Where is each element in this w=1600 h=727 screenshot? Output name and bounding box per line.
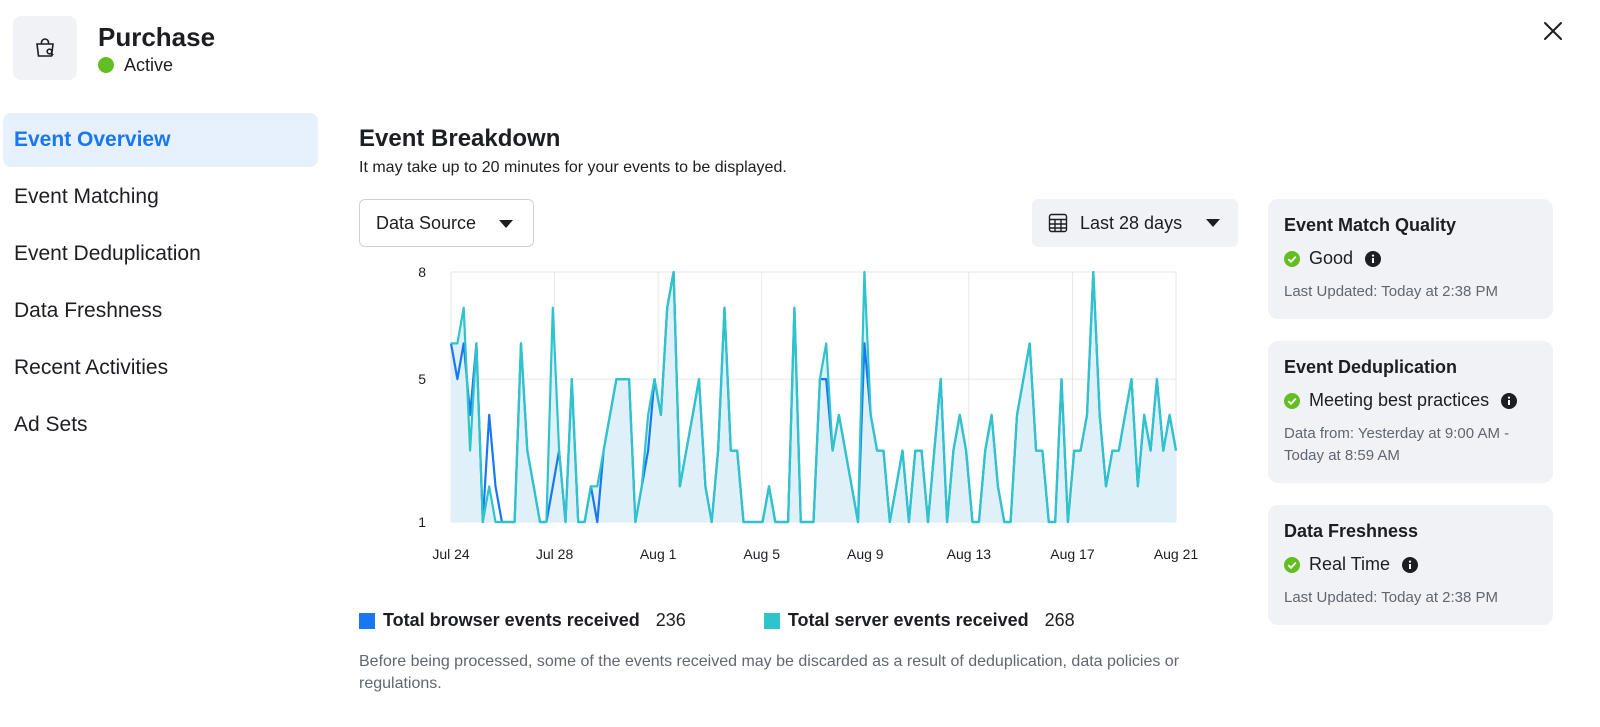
- legend-item-browser[interactable]: Total browser events received 236: [359, 610, 686, 631]
- check-circle-icon: [1284, 250, 1300, 267]
- x-tick-label: Jul 28: [536, 546, 574, 562]
- legend-label-server: Total server events received: [787, 610, 1029, 630]
- x-tick-label: Aug 21: [1154, 546, 1199, 562]
- date-range-dropdown[interactable]: Last 28 days: [1032, 199, 1238, 247]
- calendar-icon: [1048, 213, 1068, 233]
- status-dot: [98, 57, 114, 73]
- card-meta: Last Updated: Today at 2:38 PM: [1284, 589, 1499, 606]
- event-breakdown-chart: Jul 24 Jul 28 Aug 1 Aug 5 Aug 9 Aug 13 Aug 17 A…: [418, 265, 1199, 562]
- legend-value-server: 268: [1044, 610, 1075, 630]
- legend-swatch-server: [763, 612, 780, 629]
- event-breakdown-panel: Event Breakdown It may take up to 20 min…: [359, 125, 1239, 692]
- x-tick-label: Aug 5: [743, 546, 780, 562]
- sidebar-item-event-deduplication[interactable]: Event Deduplication: [14, 242, 201, 265]
- legend-item-server[interactable]: Total server events received 268: [763, 610, 1075, 631]
- close-button[interactable]: [1540, 18, 1566, 44]
- x-tick-label: Jul 24: [432, 546, 470, 562]
- card-title: Event Deduplication: [1284, 357, 1458, 377]
- y-tick-label: 8: [418, 265, 426, 280]
- sidebar-item-event-matching[interactable]: Event Matching: [14, 185, 159, 208]
- x-tick-label: Aug 1: [640, 546, 677, 562]
- x-tick-label: Aug 9: [847, 546, 884, 562]
- chevron-down-icon: [499, 220, 513, 228]
- status-text: Active: [124, 54, 174, 75]
- section-subtitle: It may take up to 20 minutes for your ev…: [359, 159, 787, 176]
- event-header: Purchase Active: [13, 16, 215, 80]
- card-status-text: Good: [1309, 248, 1354, 268]
- data-source-label: Data Source: [376, 212, 477, 233]
- card-status: Meeting best practices: [1284, 390, 1537, 411]
- data-freshness-card: Data Freshness Real Time Last Updated: T…: [1268, 505, 1553, 625]
- y-tick-label: 5: [418, 371, 426, 387]
- section-title: Event Breakdown: [359, 125, 561, 152]
- event-deduplication-card: Event Deduplication Meeting best practic…: [1268, 341, 1553, 483]
- event-match-quality-card: Event Match Quality Good Last Updated: T…: [1268, 199, 1553, 319]
- sidebar-item-recent-activities[interactable]: Recent Activities: [14, 356, 169, 379]
- card-status: Real Time: [1284, 554, 1537, 575]
- shopping-bag-icon: [13, 16, 77, 80]
- card-meta: Data from: Yesterday at 9:00 AM - Today …: [1284, 425, 1510, 464]
- card-title: Data Freshness: [1284, 521, 1419, 541]
- data-source-dropdown[interactable]: Data Source: [359, 199, 534, 247]
- status-cards: Event Match Quality Good Last Updated: T…: [1268, 199, 1553, 647]
- event-title: Purchase: [98, 21, 216, 52]
- event-status: Active: [98, 55, 215, 76]
- sidebar-item-data-freshness[interactable]: Data Freshness: [14, 299, 163, 322]
- info-icon[interactable]: [1402, 556, 1419, 573]
- check-circle-icon: [1284, 392, 1300, 409]
- chart-legend: Total browser events received 236 Total …: [359, 610, 1075, 631]
- card-title: Event Match Quality: [1284, 215, 1457, 235]
- chevron-down-icon: [1206, 219, 1220, 227]
- card-status: Good: [1284, 248, 1537, 269]
- series-line-server-events: [451, 270, 1178, 524]
- card-status-text: Real Time: [1309, 554, 1391, 574]
- check-circle-icon: [1284, 556, 1300, 573]
- date-range-label: Last 28 days: [1080, 212, 1183, 233]
- y-tick-label: 1: [418, 514, 426, 530]
- sidebar-nav: Event Overview Event Matching Event Dedu…: [3, 113, 318, 455]
- legend-value-browser: 236: [655, 610, 686, 630]
- legend-label-browser: Total browser events received: [383, 610, 640, 630]
- x-tick-label: Aug 17: [1050, 546, 1095, 562]
- x-tick-label: Aug 13: [947, 546, 992, 562]
- info-icon[interactable]: [1365, 250, 1382, 267]
- info-icon[interactable]: [1501, 392, 1518, 409]
- sidebar-item-event-overview[interactable]: Event Overview: [3, 113, 318, 167]
- close-icon: [1544, 22, 1562, 40]
- chart-footnote: Before being processed, some of the even…: [359, 653, 1180, 692]
- legend-swatch-browser: [359, 612, 375, 629]
- card-status-text: Meeting best practices: [1309, 390, 1490, 410]
- sidebar-item-ad-sets[interactable]: Ad Sets: [14, 413, 88, 436]
- card-meta: Last Updated: Today at 2:38 PM: [1284, 283, 1499, 300]
